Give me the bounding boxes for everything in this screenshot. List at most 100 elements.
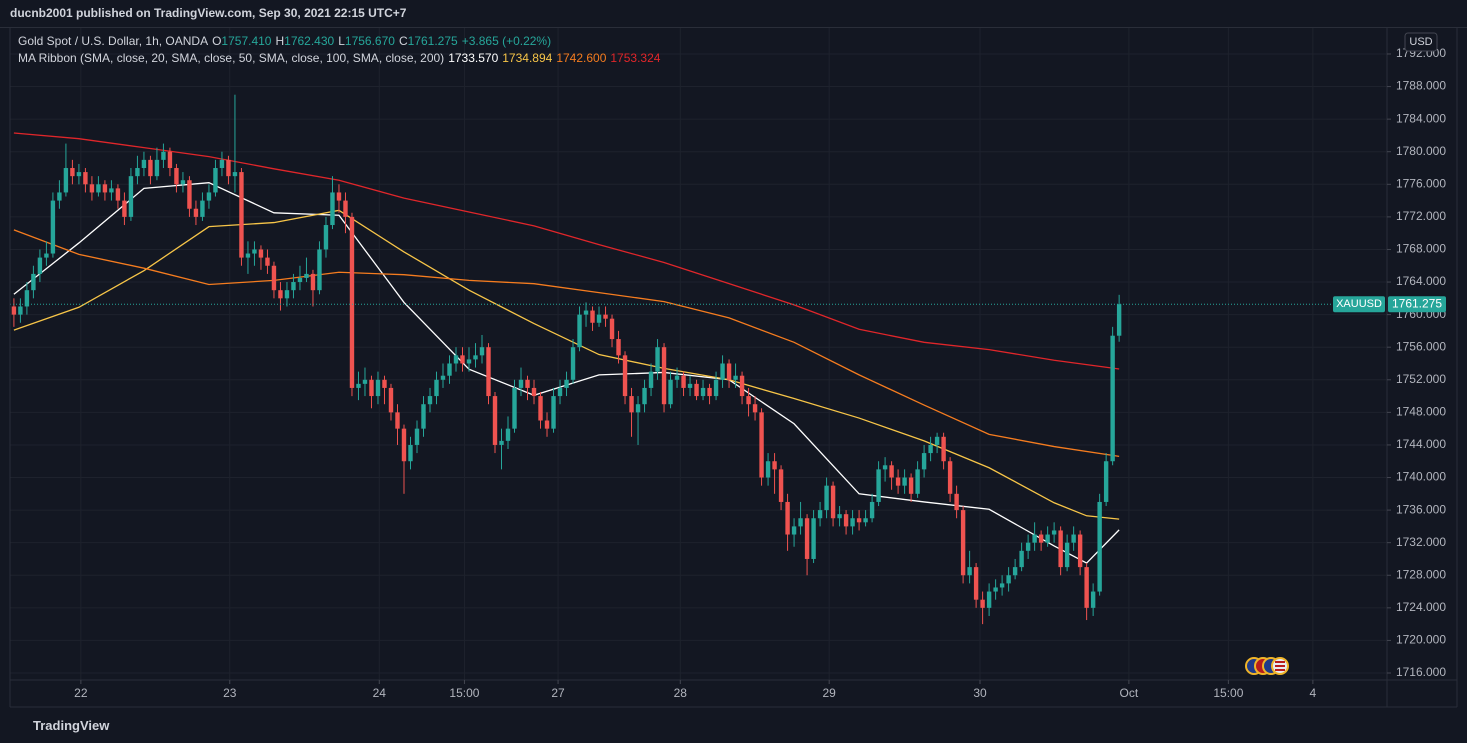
y-tick-label: 1772.000	[1396, 209, 1446, 223]
candle-body	[609, 318, 615, 340]
candle-body	[336, 192, 342, 201]
candle-body	[382, 379, 387, 388]
candle-body	[193, 208, 199, 217]
candle-body	[89, 184, 95, 193]
candle-body	[505, 428, 511, 441]
candle-body	[817, 510, 823, 519]
candle-body	[310, 273, 316, 291]
indicator-title[interactable]: MA Ribbon (SMA, close, 20, SMA, close, 5…	[18, 51, 445, 65]
candle-body	[453, 355, 459, 364]
candle-body	[499, 440, 504, 445]
candle-body	[291, 282, 296, 291]
candle-body	[369, 379, 374, 397]
candle-body	[141, 159, 147, 169]
candle-body	[889, 465, 894, 478]
y-tick-label: 1784.000	[1396, 111, 1446, 125]
candle-body	[57, 192, 62, 201]
candle-body	[869, 501, 875, 519]
y-tick-label: 1744.000	[1396, 437, 1446, 451]
candle-body	[245, 253, 251, 258]
candle-body	[603, 314, 608, 319]
candle-body	[83, 172, 88, 185]
candle-body	[557, 387, 563, 397]
candle-body	[330, 192, 335, 226]
candle-body	[161, 151, 166, 160]
currency-box[interactable]	[1404, 32, 1438, 52]
candle-body	[583, 310, 589, 315]
y-tick-label: 1756.000	[1396, 339, 1446, 353]
candle-body	[284, 290, 290, 299]
candle-body	[1038, 534, 1044, 543]
candle-body	[414, 428, 420, 445]
candle-body	[798, 518, 803, 527]
candle-body	[960, 510, 966, 576]
candle-body	[577, 314, 582, 348]
plot	[10, 94, 1387, 625]
x-tick-label: 22	[74, 686, 88, 700]
candle-body	[720, 363, 725, 380]
candle-body	[1064, 542, 1070, 568]
candle-body	[1032, 534, 1037, 543]
y-tick-label: 1752.000	[1396, 372, 1446, 386]
candle-body	[219, 159, 225, 169]
candle-body	[700, 387, 706, 397]
candle-body	[1116, 304, 1122, 336]
candle-body	[863, 518, 868, 523]
candle-body	[993, 587, 998, 592]
candle-body	[876, 469, 881, 502]
candle-body	[232, 172, 238, 177]
candle-body	[154, 159, 160, 177]
candle-body	[1103, 461, 1109, 502]
candle-body	[661, 347, 667, 405]
candle-body	[629, 396, 634, 413]
candle-body	[122, 200, 127, 217]
candle-body	[687, 383, 693, 388]
candle-body	[674, 375, 680, 380]
candle-body	[63, 168, 69, 193]
candle-body	[395, 412, 400, 429]
candle-body	[115, 188, 121, 201]
symbol-title[interactable]: Gold Spot / U.S. Dollar, 1h, OANDA	[18, 34, 209, 48]
candle-body	[70, 168, 75, 177]
candle-body	[460, 355, 465, 364]
candle-body	[941, 436, 946, 462]
candle-body	[804, 518, 810, 559]
y-tick-label: 1776.000	[1396, 176, 1446, 190]
candle-body	[512, 387, 517, 429]
y-tick-label: 1740.000	[1396, 470, 1446, 484]
candle-body	[109, 188, 114, 193]
candle-body	[388, 387, 394, 413]
y-tick-label: 1788.000	[1396, 79, 1446, 93]
candle-body	[148, 159, 153, 177]
candle-body	[375, 379, 381, 397]
candle-body	[239, 172, 244, 258]
candle-body	[167, 151, 173, 169]
candle-body	[694, 383, 699, 397]
candle-body	[655, 347, 660, 372]
header-bar: ducnb2001 published on TradingView.com, …	[0, 0, 1467, 28]
ma-line	[13, 229, 1120, 457]
candle-body	[531, 387, 537, 397]
candle-body	[1110, 335, 1115, 462]
flag-stripe	[1275, 665, 1285, 667]
candle-body	[1077, 534, 1083, 568]
y-tick-label: 1732.000	[1396, 535, 1446, 549]
candle-body	[726, 363, 732, 380]
x-tick-label: 30	[973, 686, 987, 700]
header-text: ducnb2001 published on TradingView.com, …	[10, 6, 407, 20]
candle-body	[421, 404, 426, 429]
symbol-legend: Gold Spot / U.S. Dollar, 1h, OANDA O1757.…	[18, 34, 555, 48]
candle-body	[882, 465, 888, 470]
candle-body	[317, 249, 322, 291]
candle-body	[902, 477, 907, 486]
candle-body	[434, 379, 439, 397]
candle-body	[200, 200, 205, 217]
candle-body	[362, 379, 368, 384]
candle-body	[226, 159, 231, 177]
candle-body	[187, 180, 192, 209]
candle-body	[551, 396, 556, 429]
candle-body	[1045, 534, 1050, 543]
ohlc-value: 1756.670	[344, 34, 395, 48]
